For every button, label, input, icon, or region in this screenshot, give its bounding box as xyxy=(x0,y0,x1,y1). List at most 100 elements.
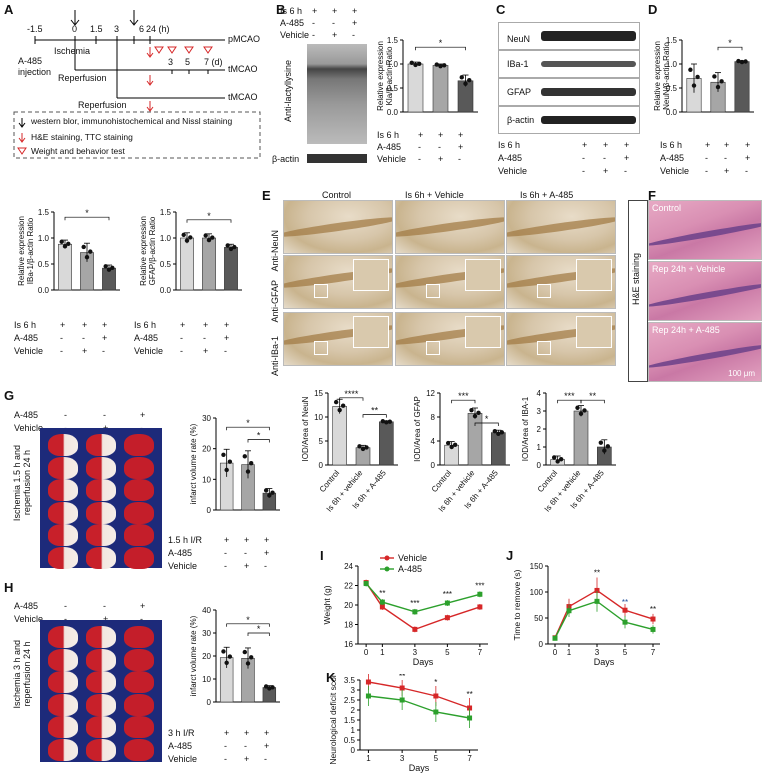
data-point xyxy=(622,619,628,625)
column-label: Is 6h + A-485 xyxy=(520,190,574,200)
chart-i: 16 18 20 22 24 0 1 3 5 7 Days Weight (g) VehicleA-48… xyxy=(322,553,488,667)
condition-label: Vehicle xyxy=(660,166,690,176)
timeline-tick: 6 xyxy=(139,24,145,34)
condition-sign: + xyxy=(244,535,250,545)
legend-marker xyxy=(384,555,390,561)
data-point xyxy=(245,661,251,666)
panel-letter-f: F xyxy=(648,188,656,203)
data-point xyxy=(225,243,230,248)
panel-letter-j: J xyxy=(506,548,514,563)
significance-bracket xyxy=(415,46,466,51)
bar xyxy=(180,237,194,291)
row-label: Anti-IBa-1 xyxy=(270,336,280,377)
y-tick-label: 0 xyxy=(319,461,324,470)
y-axis-label: Relative expression xyxy=(653,41,662,111)
western-blot-lactyl xyxy=(307,44,367,144)
he-micrograph: Rep 24h + Vehicle xyxy=(648,261,762,321)
condition-sign: + xyxy=(244,728,250,738)
condition-sign: + xyxy=(332,30,338,40)
x-tick-label: 7 xyxy=(651,648,656,657)
condition-label: Vehicle xyxy=(280,30,310,40)
injection-label: A-485 injection xyxy=(18,56,52,77)
x-tick-label: 7 xyxy=(478,648,483,657)
brain-slice xyxy=(48,648,78,671)
condition-sign: + xyxy=(224,333,230,343)
data-point xyxy=(210,235,215,240)
bar xyxy=(58,243,72,291)
condition-sign: + xyxy=(264,548,270,558)
scale-bar-label: 100 μm xyxy=(590,372,617,381)
y-tick-label: 18 xyxy=(344,621,353,630)
data-point xyxy=(492,428,498,434)
significance-bracket xyxy=(451,399,476,404)
x-tick-label: 3 xyxy=(595,648,600,657)
y-axis-label: infarct volume rate (%) xyxy=(189,615,198,696)
model-label: tMCAO xyxy=(228,64,258,74)
significance-mark: * xyxy=(85,208,89,218)
y-tick-label: 1 xyxy=(351,726,356,735)
data-point xyxy=(499,430,505,435)
significance-bracket xyxy=(247,632,270,636)
condition-sign: + xyxy=(264,535,270,545)
data-point xyxy=(228,246,234,252)
significance-mark: * xyxy=(439,38,443,48)
data-point xyxy=(467,78,472,83)
data-point xyxy=(477,591,483,597)
condition-label: Is 6 h xyxy=(134,320,157,330)
data-point xyxy=(691,83,697,88)
data-point xyxy=(270,685,275,690)
he-side-box: H&E staining xyxy=(628,200,648,382)
condition-label: A-485 xyxy=(660,153,685,163)
western-blot-c: NeuN IBa-1 GFAP β-actin xyxy=(498,22,640,134)
data-point xyxy=(365,679,371,685)
condition-sign: - xyxy=(624,166,627,176)
data-point xyxy=(59,239,64,244)
y-tick-label: 0.5 xyxy=(160,260,172,269)
condition-label: Vehicle xyxy=(168,561,198,571)
y-tick-label: 1.5 xyxy=(666,36,678,45)
legend-label: Vehicle xyxy=(398,553,427,563)
condition-sign: - xyxy=(64,410,67,420)
panel-letter-c: C xyxy=(496,2,506,17)
y-axis-label: Relative expression xyxy=(376,41,385,111)
significance-mark: * xyxy=(434,678,437,687)
data-point xyxy=(188,235,193,240)
condition-label: Vehicle xyxy=(14,614,44,624)
condition-side-label: Ischemia 3 h and reperfusion 24 h xyxy=(12,640,32,709)
day-tick: 5 xyxy=(185,57,191,67)
data-point xyxy=(379,599,385,605)
brain-slice xyxy=(124,716,154,738)
data-point xyxy=(552,635,558,641)
condition-label: Vehicle xyxy=(377,154,407,164)
data-point xyxy=(449,444,454,450)
condition-sign: + xyxy=(102,333,108,343)
ihc-micrograph xyxy=(506,255,616,309)
condition-label: Is 6 h xyxy=(660,140,683,150)
significance-mark: ** xyxy=(589,391,597,401)
significance-mark: * xyxy=(728,38,732,48)
he-row-label: Control xyxy=(652,203,682,213)
data-point xyxy=(575,405,580,410)
condition-label: Is 6 h xyxy=(14,320,37,330)
ihc-micrograph xyxy=(283,200,393,254)
data-point xyxy=(62,244,68,249)
brain-slice xyxy=(48,693,78,716)
brain-slice xyxy=(124,524,154,546)
western-blot-actin-b xyxy=(307,154,367,163)
condition-sign: + xyxy=(224,728,230,738)
he-row-label: Rep 24h + Vehicle xyxy=(652,264,726,274)
condition-sign: - xyxy=(203,333,206,343)
significance-mark: ** xyxy=(650,605,656,614)
data-point xyxy=(399,697,405,703)
data-point xyxy=(340,403,346,408)
condition-sign: + xyxy=(203,320,209,330)
significance-mark: ** xyxy=(622,598,628,607)
brain-slice xyxy=(86,456,116,479)
condition-sign: - xyxy=(264,754,267,764)
bar xyxy=(734,61,750,113)
condition-sign: - xyxy=(180,346,183,356)
data-point xyxy=(413,62,418,68)
condition-sign: - xyxy=(224,346,227,356)
